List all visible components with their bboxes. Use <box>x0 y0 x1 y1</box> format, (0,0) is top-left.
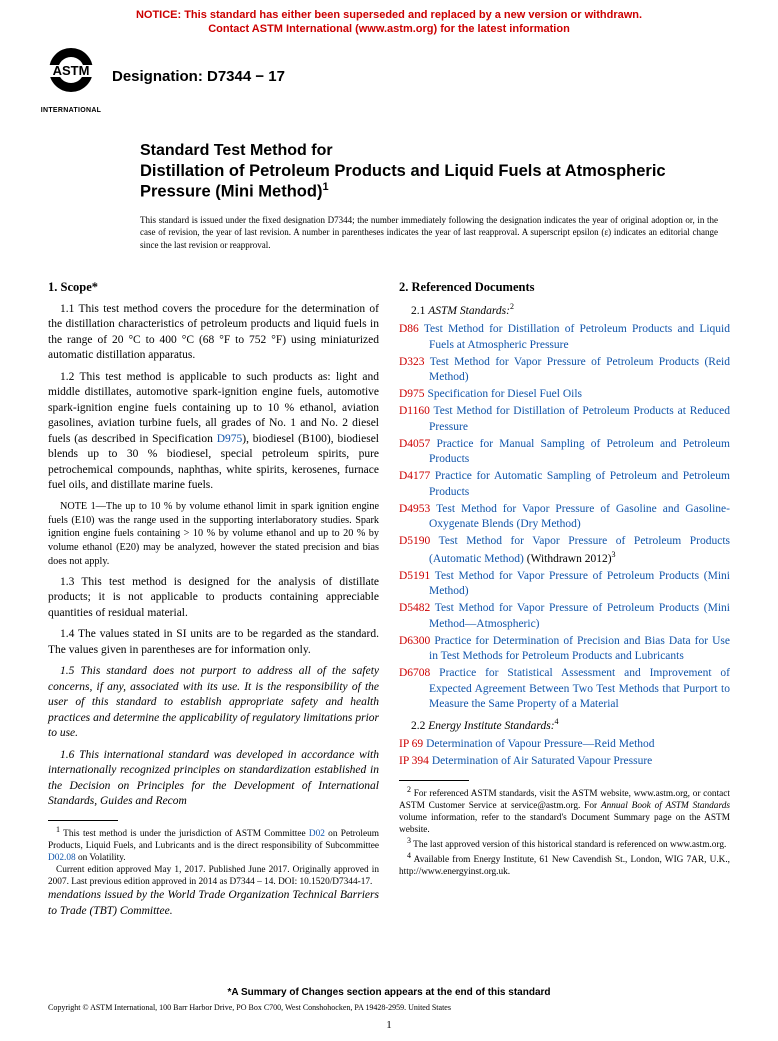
para-1-2: 1.2 This test method is applicable to su… <box>48 370 379 494</box>
footnote-1: 1 This test method is under the jurisdic… <box>48 825 379 864</box>
notice-banner: NOTICE: This standard has either been su… <box>0 0 778 41</box>
footnote-1b: Current edition approved May 1, 2017. Pu… <box>48 864 379 888</box>
ref-item: D4177 Practice for Automatic Sampling of… <box>399 469 730 500</box>
ref-title[interactable]: Practice for Statistical Assessment and … <box>429 667 730 710</box>
ref-item: D5190 Test Method for Vapor Pressure of … <box>399 534 730 567</box>
page-number: 1 <box>0 1018 778 1033</box>
ref-title[interactable]: Test Method for Distillation of Petroleu… <box>429 405 730 433</box>
footnote-2: 2 For referenced ASTM standards, visit t… <box>399 785 730 836</box>
title-main: Distillation of Petroleum Products and L… <box>140 161 718 203</box>
notice-line2: Contact ASTM International (www.astm.org… <box>208 23 570 35</box>
ref-code[interactable]: D5482 <box>399 602 430 614</box>
section-2-title: 2. Referenced Documents <box>399 279 730 296</box>
para-1-3: 1.3 This test method is designed for the… <box>48 575 379 622</box>
svg-text:ASTM: ASTM <box>53 63 90 78</box>
ref-title[interactable]: Practice for Automatic Sampling of Petro… <box>429 470 730 498</box>
ref-item: D975 Specification for Diesel Fuel Oils <box>399 387 730 403</box>
astm-refs-list: D86 Test Method for Distillation of Petr… <box>399 322 730 713</box>
para-1-6: 1.6 This international standard was deve… <box>48 748 379 810</box>
link-d02-08[interactable]: D02.08 <box>48 853 76 863</box>
ref-code[interactable]: D975 <box>399 388 425 400</box>
ref-item: D323 Test Method for Vapor Pressure of P… <box>399 355 730 386</box>
footnote-4: 4 Available from Energy Institute, 61 Ne… <box>399 851 730 878</box>
ref-code[interactable]: D5191 <box>399 570 430 582</box>
ref-title[interactable]: Test Method for Vapor Pressure of Petrol… <box>429 570 730 598</box>
ref-code[interactable]: D323 <box>399 356 425 368</box>
ref-sup: 3 <box>612 550 616 559</box>
link-d975-inline[interactable]: D975 <box>217 433 243 445</box>
ref-title[interactable]: Practice for Manual Sampling of Petroleu… <box>429 438 730 466</box>
ref-title[interactable]: Test Method for Vapor Pressure of Petrol… <box>425 356 730 384</box>
ref-title[interactable]: Determination of Vapour Pressure—Reid Me… <box>423 738 654 750</box>
ref-title[interactable]: Test Method for Vapor Pressure of Petrol… <box>429 602 730 630</box>
ref-item: D5482 Test Method for Vapor Pressure of … <box>399 601 730 632</box>
issuance-note: This standard is issued under the fixed … <box>140 214 718 250</box>
ref-code[interactable]: IP 394 <box>399 755 429 767</box>
ref-item: IP 69 Determination of Vapour Pressure—R… <box>399 737 730 753</box>
title-prefix: Standard Test Method for <box>140 141 718 161</box>
footnote-rule-right <box>399 780 469 781</box>
link-d02[interactable]: D02 <box>309 829 325 839</box>
ref-code[interactable]: D4057 <box>399 438 430 450</box>
ref-code[interactable]: D4177 <box>399 470 430 482</box>
ref-code[interactable]: D5190 <box>399 535 430 547</box>
ref-code[interactable]: D4953 <box>399 503 430 515</box>
para-1-4: 1.4 The values stated in SI units are to… <box>48 627 379 658</box>
note-1: NOTE 1—The up to 10 % by volume ethanol … <box>48 500 379 569</box>
copyright: Copyright © ASTM International, 100 Barr… <box>0 1003 778 1014</box>
sub-2-2: 2.2 Energy Institute Standards:4 <box>399 717 730 734</box>
footnote-3: 3 The last approved version of this hist… <box>399 836 730 851</box>
ref-code[interactable]: D86 <box>399 323 419 335</box>
header-block: ASTM INTERNATIONAL Designation: D7344 − … <box>0 41 778 117</box>
para-1-5: 1.5 This standard does not purport to ad… <box>48 664 379 742</box>
bottom-band: *A Summary of Changes section appears at… <box>0 986 778 1033</box>
ref-item: D6708 Practice for Statistical Assessmen… <box>399 666 730 713</box>
sub-2-1: 2.1 ASTM Standards:2 <box>399 302 730 319</box>
body-columns: 1. Scope* 1.1 This test method covers th… <box>0 261 778 920</box>
footnotes-left: 1 This test method is under the jurisdic… <box>48 820 379 888</box>
ref-title[interactable]: Test Method for Distillation of Petroleu… <box>419 323 730 351</box>
footnotes-right: 2 For referenced ASTM standards, visit t… <box>399 780 730 879</box>
ref-code[interactable]: D1160 <box>399 405 430 417</box>
ref-code[interactable]: IP 69 <box>399 738 423 750</box>
ref-item: D86 Test Method for Distillation of Petr… <box>399 322 730 353</box>
ref-code[interactable]: D6708 <box>399 667 430 679</box>
ref-item: D4057 Practice for Manual Sampling of Pe… <box>399 437 730 468</box>
section-1-title: 1. Scope* <box>48 279 379 296</box>
para-1-6-cont: mendations issued by the World Trade Org… <box>48 888 379 919</box>
ref-title[interactable]: Determination of Air Saturated Vapour Pr… <box>429 755 652 767</box>
notice-line1: NOTICE: This standard has either been su… <box>136 9 642 21</box>
astm-logo-icon: ASTM <box>40 47 102 103</box>
ref-title[interactable]: Test Method for Vapor Pressure of Gasoli… <box>429 503 730 531</box>
astm-logo: ASTM INTERNATIONAL <box>40 47 102 117</box>
logo-label: INTERNATIONAL <box>40 106 102 115</box>
ref-item: D6300 Practice for Determination of Prec… <box>399 634 730 665</box>
ref-title[interactable]: Practice for Determination of Precision … <box>429 635 730 663</box>
ref-code[interactable]: D6300 <box>399 635 430 647</box>
designation: Designation: D7344 − 17 <box>112 67 285 87</box>
ref-item: D5191 Test Method for Vapor Pressure of … <box>399 569 730 600</box>
footnote-rule-left <box>48 820 118 821</box>
title-block: Standard Test Method for Distillation of… <box>0 117 778 261</box>
summary-line: *A Summary of Changes section appears at… <box>0 986 778 1000</box>
ref-item: D1160 Test Method for Distillation of Pe… <box>399 404 730 435</box>
ref-item: IP 394 Determination of Air Saturated Va… <box>399 754 730 770</box>
ref-title[interactable]: Specification for Diesel Fuel Oils <box>425 388 582 400</box>
para-1-1: 1.1 This test method covers the procedur… <box>48 302 379 364</box>
ei-refs-list: IP 69 Determination of Vapour Pressure—R… <box>399 737 730 770</box>
ref-item: D4953 Test Method for Vapor Pressure of … <box>399 502 730 533</box>
ref-withdrawn: (Withdrawn 2012) <box>524 553 612 565</box>
